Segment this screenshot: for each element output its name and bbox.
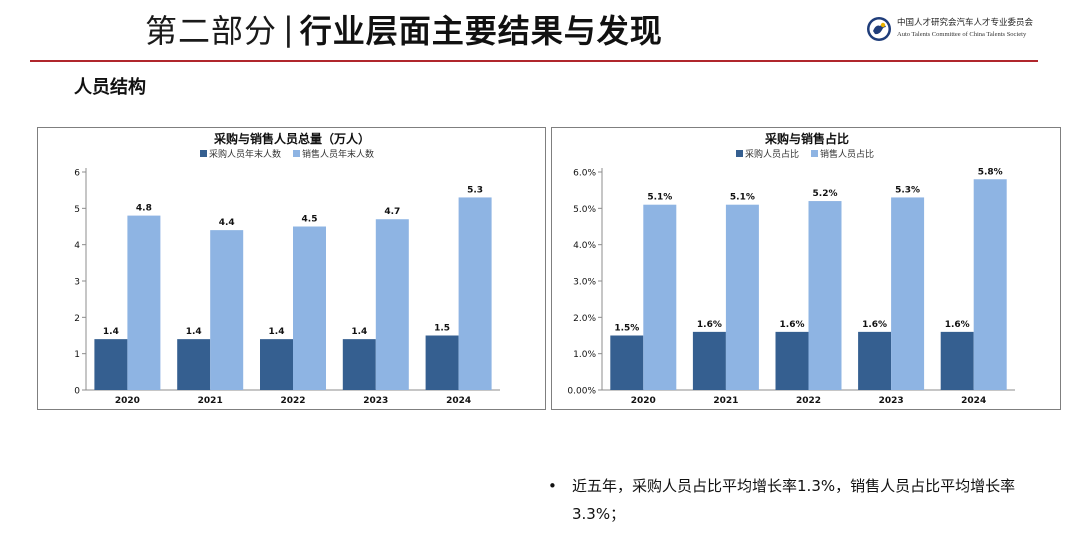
x-tick-label: 2023: [363, 396, 388, 406]
x-tick-label: 2023: [879, 396, 904, 406]
org-name-cn: 中国人才研究会汽车人才专业委员会: [897, 18, 1034, 28]
legend-swatch: [293, 150, 300, 157]
data-label: 1.5%: [614, 324, 639, 334]
org-logo-icon: [867, 17, 891, 41]
y-tick-label: 5: [74, 205, 80, 215]
chart-title: 采购与销售人员总量（万人）: [213, 131, 370, 146]
bullet-text: 近五年，采购人员占比平均增长率1.3%，销售人员占比平均增长率3.3%；: [572, 477, 1016, 523]
y-tick-label: 3.0%: [573, 278, 596, 288]
data-label: 4.5: [302, 215, 318, 225]
bar: [973, 179, 1007, 390]
x-tick-label: 2021: [198, 396, 223, 406]
legend-label: 销售人员年末人数: [302, 148, 374, 160]
data-label: 5.3%: [895, 185, 920, 195]
page-title: 行业层面主要结果与发现: [299, 12, 663, 50]
data-label: 5.8%: [978, 167, 1003, 177]
y-tick-label: 4.0%: [573, 241, 596, 251]
data-label: 1.4: [269, 327, 285, 337]
y-tick-label: 5.0%: [573, 205, 596, 215]
header-separator: |: [283, 10, 294, 48]
data-label: 1.4: [351, 327, 367, 337]
bar: [940, 331, 974, 390]
y-tick-label: 1: [74, 350, 80, 360]
bar: [127, 215, 161, 390]
data-label: 4.4: [219, 218, 235, 228]
y-tick-label: 0.00%: [567, 387, 596, 397]
bar: [260, 339, 293, 390]
y-tick-label: 2: [74, 314, 80, 324]
data-label: 5.1%: [647, 193, 672, 203]
chart-staff-ratio: 采购与销售占比采购人员占比 销售人员占比 0.00% 1.0% 2.0% 3.0% 4.0%…: [551, 127, 1061, 410]
x-tick-label: 2020: [115, 396, 140, 406]
section-title: 人员结构: [74, 77, 146, 98]
bar: [775, 331, 809, 390]
y-tick-label: 4: [74, 241, 80, 251]
y-tick-label: 3: [74, 278, 80, 288]
chart-total-staff-svg: 采购与销售人员总量（万人） 采购人员年末人数 销售人员年末人数 0 1 2 3 4 5 6 1.4 4…: [74, 131, 500, 406]
bar: [858, 331, 892, 390]
bar: [643, 204, 677, 390]
chart-total-staff: 采购与销售人员总量（万人） 采购人员年末人数 销售人员年末人数 0 1 2 3 4 5 6 1.4 4…: [37, 127, 546, 410]
y-tick-label: 6: [74, 169, 80, 179]
data-label: 4.8: [136, 204, 152, 214]
x-tick-label: 2024: [446, 396, 471, 406]
bar: [458, 197, 492, 390]
page-header: 第二部分 | 行业层面主要结果与发现: [145, 8, 663, 50]
bullet-marker: •: [548, 477, 557, 495]
bar: [210, 230, 244, 390]
legend-swatch: [736, 150, 743, 157]
legend-swatch: [811, 150, 818, 157]
bullet-item: • 近五年，采购人员占比平均增长率1.3%，销售人员占比平均增长率3.3%；: [548, 472, 1048, 528]
data-label: 5.1%: [730, 193, 755, 203]
legend-label: 销售人员占比: [820, 148, 874, 160]
bar: [425, 335, 459, 390]
x-tick-label: 2024: [961, 396, 986, 406]
bar: [94, 339, 128, 390]
bar: [293, 226, 326, 390]
header-prefix: 第二部分: [145, 12, 278, 50]
chart-title: 采购与销售占比: [764, 131, 849, 146]
header-divider: [30, 60, 1038, 62]
org-name-en: Auto Talents Committee of China Talents …: [897, 31, 1027, 38]
y-tick-label: 6.0%: [573, 169, 596, 179]
org-brand: 中国人才研究会汽车人才专业委员会 Auto Talents Committee …: [866, 16, 1033, 42]
bar: [692, 331, 726, 390]
legend-label: 采购人员年末人数: [209, 148, 281, 160]
data-label: 1.6%: [780, 320, 805, 330]
data-label: 1.6%: [945, 320, 970, 330]
data-label: 1.4: [103, 327, 119, 337]
data-label: 1.6%: [862, 320, 887, 330]
y-tick-label: 2.0%: [573, 314, 596, 324]
bar: [725, 204, 759, 390]
x-tick-label: 2022: [796, 396, 821, 406]
bar: [808, 201, 842, 390]
data-label: 5.2%: [813, 189, 838, 199]
bar: [342, 339, 376, 390]
data-label: 1.4: [186, 327, 202, 337]
y-tick-label: 1.0%: [573, 350, 596, 360]
bar: [610, 335, 644, 390]
x-tick-label: 2022: [280, 396, 305, 406]
data-label: 4.7: [384, 207, 400, 217]
bar: [375, 219, 409, 390]
bar: [891, 197, 925, 390]
legend-label: 采购人员占比: [745, 148, 799, 160]
data-label: 1.6%: [697, 320, 722, 330]
x-tick-label: 2020: [631, 396, 656, 406]
data-label: 1.5: [434, 324, 450, 334]
bar: [177, 339, 211, 390]
data-label: 5.3: [467, 185, 483, 195]
y-tick-label: 0: [74, 387, 80, 397]
legend-swatch: [200, 150, 207, 157]
x-tick-label: 2021: [713, 396, 738, 406]
